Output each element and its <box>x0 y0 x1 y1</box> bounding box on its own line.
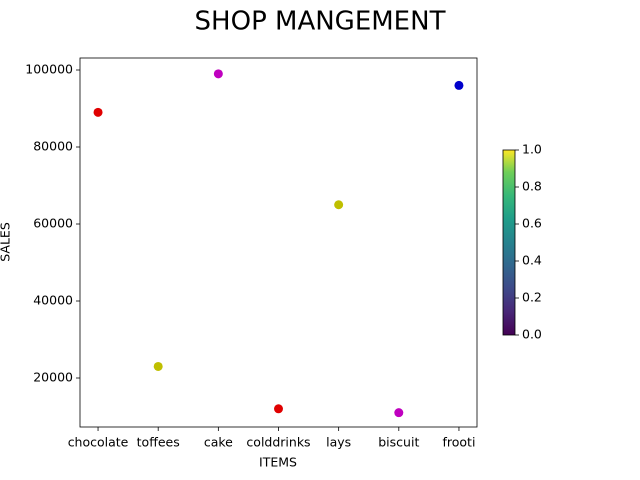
y-axis-label: SALES <box>0 222 13 262</box>
x-tick-label: lays <box>326 435 351 450</box>
x-tick-label: toffees <box>137 435 180 450</box>
y-tick-label: 40000 <box>33 293 73 308</box>
point <box>454 80 464 90</box>
colorbar-tick-label: 0.4 <box>522 253 542 268</box>
point <box>93 107 103 117</box>
point <box>334 200 344 210</box>
x-axis-label: ITEMS <box>259 455 297 470</box>
chart-title: SHOP MANGEMENT <box>195 7 446 37</box>
x-tick-label: biscuit <box>378 435 419 450</box>
point <box>394 408 404 418</box>
x-tick-label: frooti <box>442 435 475 450</box>
point <box>153 361 163 371</box>
y-tick-label: 100000 <box>25 62 73 77</box>
x-tick-label: cake <box>204 435 233 450</box>
x-tick-label: colddrinks <box>246 435 310 450</box>
x-tick-label: chocolate <box>68 435 129 450</box>
colorbar <box>502 149 516 336</box>
y-tick-label: 80000 <box>33 139 73 154</box>
y-tick-label: 60000 <box>33 216 73 231</box>
colorbar-tick-label: 0.6 <box>522 216 542 231</box>
colorbar-tick-label: 0.0 <box>522 327 542 342</box>
plot-frame <box>79 57 478 428</box>
colorbar-tick-label: 0.2 <box>522 290 542 305</box>
point <box>213 69 223 79</box>
colorbar-tick-label: 1.0 <box>522 142 542 157</box>
colorbar-tick-label: 0.8 <box>522 179 542 194</box>
y-tick-label: 20000 <box>33 370 73 385</box>
point <box>274 404 283 414</box>
